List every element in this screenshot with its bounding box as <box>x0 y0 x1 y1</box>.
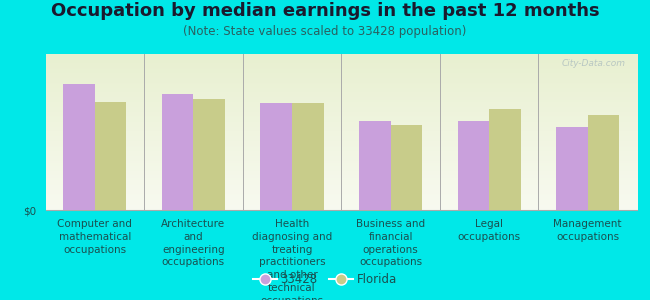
Bar <box>489 109 521 210</box>
Text: Occupation by median earnings in the past 12 months: Occupation by median earnings in the pas… <box>51 2 599 20</box>
Bar <box>95 101 126 210</box>
Bar <box>194 99 225 210</box>
Text: Management
occupations: Management occupations <box>553 219 622 242</box>
Bar <box>292 103 324 210</box>
Text: Architecture
and
engineering
occupations: Architecture and engineering occupations <box>161 219 226 267</box>
Text: City-Data.com: City-Data.com <box>561 59 625 68</box>
Text: Health
diagnosing and
treating
practitioners
and other
technical
occupations: Health diagnosing and treating practitio… <box>252 219 332 300</box>
Bar <box>391 125 422 210</box>
Bar <box>588 115 619 210</box>
Legend: 33428, Florida: 33428, Florida <box>248 269 402 291</box>
Bar <box>556 127 588 210</box>
Bar <box>261 103 292 210</box>
Bar <box>162 94 194 210</box>
Text: Computer and
mathematical
occupations: Computer and mathematical occupations <box>57 219 132 255</box>
Text: Business and
financial
operations
occupations: Business and financial operations occupa… <box>356 219 425 267</box>
Text: (Note: State values scaled to 33428 population): (Note: State values scaled to 33428 popu… <box>183 26 467 38</box>
Text: Legal
occupations: Legal occupations <box>458 219 521 242</box>
Bar <box>359 121 391 210</box>
Bar <box>458 121 489 210</box>
Bar <box>63 84 95 210</box>
